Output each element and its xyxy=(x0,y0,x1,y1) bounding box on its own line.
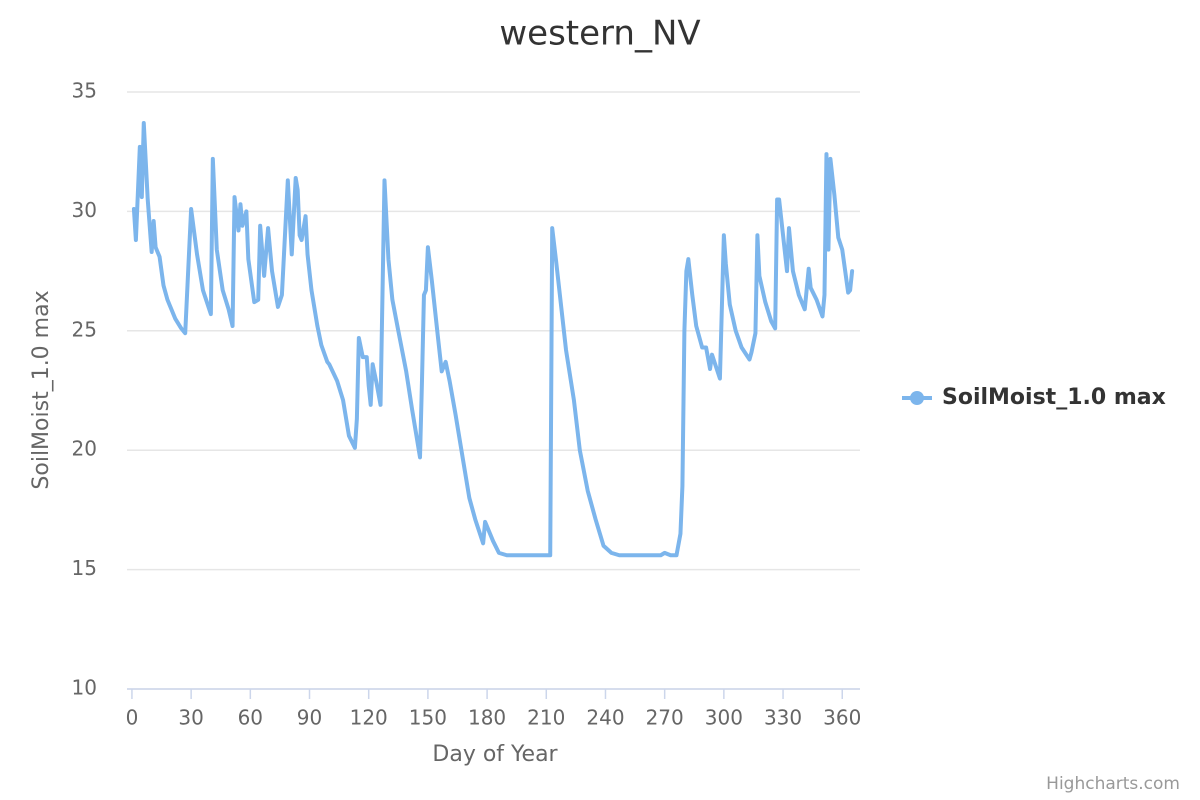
legend-label: SoilMoist_1.0 max xyxy=(942,385,1166,410)
y-tick-label: 25 xyxy=(72,317,97,341)
y-axis-title: SoilMoist_1.0 max xyxy=(29,290,54,489)
data-line xyxy=(131,121,855,558)
x-axis-title: Day of Year xyxy=(432,742,558,767)
x-tick-label: 90 xyxy=(297,706,322,730)
x-tick-label: 240 xyxy=(586,706,624,730)
x-tick-label: 300 xyxy=(705,706,743,730)
x-tick-label: 60 xyxy=(238,706,263,730)
x-tick-label: 120 xyxy=(350,706,388,730)
y-tick-label: 10 xyxy=(72,676,97,700)
y-tick-label: 20 xyxy=(72,437,97,461)
x-tick-label: 270 xyxy=(646,706,684,730)
x-tick-label: 30 xyxy=(178,706,203,730)
y-tick-label: 35 xyxy=(72,79,97,103)
y-tick-label: 15 xyxy=(72,556,97,580)
x-tick-label: 360 xyxy=(823,706,861,730)
credits: Highcharts.com xyxy=(1046,774,1180,794)
x-tick-label: 180 xyxy=(468,706,506,730)
x-tick-label: 0 xyxy=(126,706,139,730)
x-tick-label: 150 xyxy=(409,706,447,730)
x-tick-label: 330 xyxy=(764,706,802,730)
chart-title: western_NV xyxy=(499,14,700,54)
x-tick-label: 210 xyxy=(527,706,565,730)
y-tick-label: 30 xyxy=(72,198,97,222)
legend-symbol-marker xyxy=(910,391,924,405)
